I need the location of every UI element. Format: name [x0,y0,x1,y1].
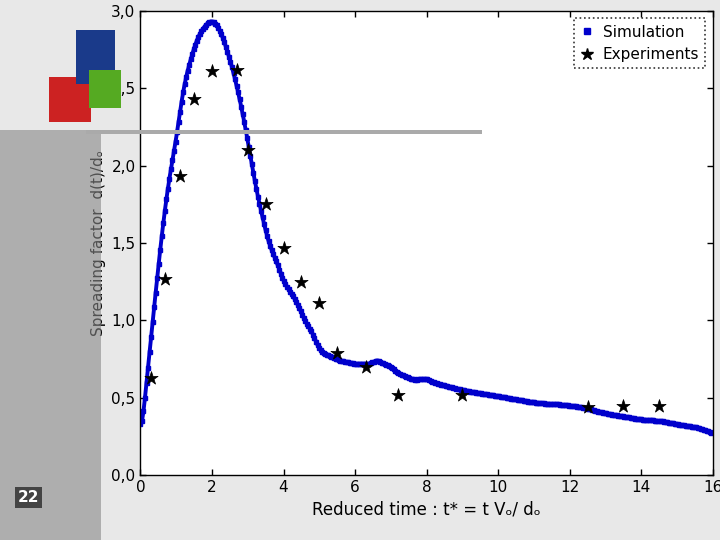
Simulation [636,416,644,423]
Text: 22: 22 [18,490,40,505]
Simulation [381,361,390,368]
Simulation [356,361,364,367]
Experiments [206,67,217,76]
Experiments [160,274,171,283]
Experiments [242,146,253,154]
Experiments [392,390,404,399]
Experiments [189,94,200,103]
Experiments [145,373,157,382]
Experiments [296,278,307,286]
Experiments [582,403,593,411]
Legend: Simulation, Experiments: Simulation, Experiments [574,18,705,68]
Experiments [278,244,289,252]
Simulation [202,22,210,29]
Experiments [331,349,343,357]
Experiments [456,390,468,399]
X-axis label: Reduced time : t* = t Vₒ/ dₒ: Reduced time : t* = t Vₒ/ dₒ [312,501,541,518]
Simulation [235,97,244,104]
Experiments [174,172,186,181]
Experiments [260,200,271,208]
Simulation [698,426,706,432]
Experiments [618,401,629,410]
Experiments [360,362,372,371]
Y-axis label: Spreading factor  d(t)/dₒ: Spreading factor d(t)/dₒ [91,150,106,336]
Experiments [231,65,243,74]
Line: Simulation: Simulation [140,22,713,434]
Simulation [136,421,145,427]
Experiments [313,299,325,308]
Simulation [708,430,717,437]
Simulation [207,18,216,25]
Experiments [653,401,665,410]
